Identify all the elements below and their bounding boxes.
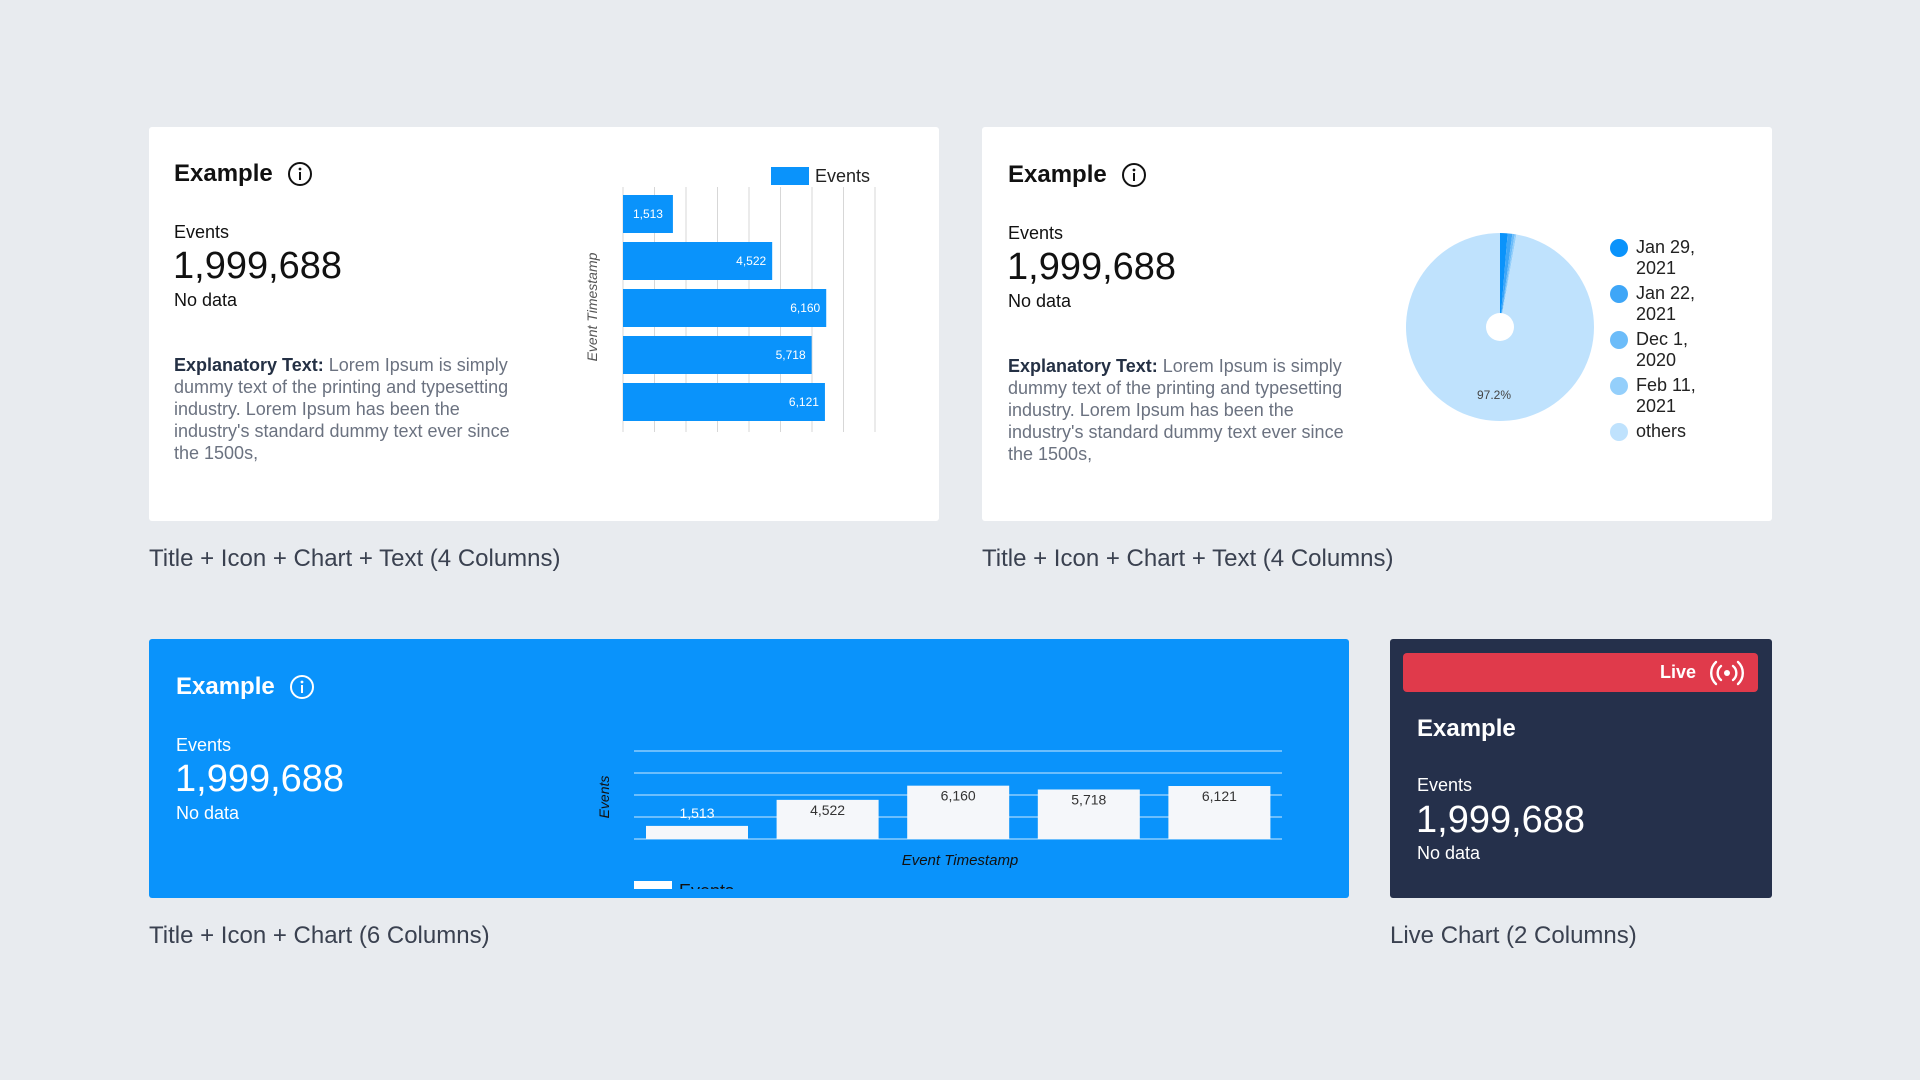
bar-data-label: 1,513 [679, 805, 714, 821]
card-title: Example [176, 673, 275, 700]
horizontal-bar-chart: 1,513 4,522 6,160 5,718 6,121 Event Timestamp… [584, 166, 876, 432]
metric-sub: No data [1008, 291, 1072, 311]
bar [623, 383, 825, 421]
card-title-row: Example [176, 673, 315, 701]
metric-value: 1,999,688 [1007, 246, 1177, 288]
card-pie-chart-text: Example Events 1,999,688 No data Explana… [982, 127, 1772, 521]
card-title: Example [1008, 161, 1107, 188]
legend-item: Dec 1, 2020 [1610, 329, 1710, 371]
metric-value: 1,999,688 [175, 758, 345, 800]
bar-data-label: 6,160 [790, 301, 820, 315]
bar-data-label: 6,121 [1202, 788, 1237, 804]
card-caption: Live Chart (2 Columns) [1390, 922, 1637, 949]
pie-slice [1500, 234, 1517, 327]
legend-dot [1610, 377, 1628, 395]
card-column-chart: Example Events 1,999,688 No data 1,513 4,… [149, 639, 1349, 898]
card-title-row: Example [174, 160, 313, 188]
info-icon[interactable] [289, 674, 315, 700]
metric-label: Events [1008, 223, 1064, 243]
explanatory-text: Explanatory Text: Lorem Ipsum is simply … [1008, 355, 1348, 465]
bar-data-label: 1,513 [633, 207, 663, 221]
card-live: Live Example Events 1,999,688 No data [1390, 639, 1772, 898]
live-label: Live [1659, 662, 1696, 682]
card-caption: Title + Icon + Chart + Text (4 Columns) [982, 545, 1394, 572]
column-chart: 1,513 4,522 6,160 5,718 6,121 Event Timestamp… [596, 750, 1282, 889]
legend-dot [1610, 285, 1628, 303]
explanatory-body: Lorem Ipsum is simply dummy text of the … [1008, 356, 1344, 464]
pie-slice [1500, 233, 1508, 327]
card-title: Example [174, 160, 273, 187]
bar [646, 825, 748, 839]
legend-label: Events [815, 166, 870, 186]
metric-label: Events [176, 735, 232, 755]
broadcast-icon [1710, 660, 1744, 685]
bar [623, 242, 773, 280]
bar [623, 289, 827, 327]
bar [623, 195, 673, 233]
axis-label-x: Event Timestamp [902, 852, 1019, 869]
bar [776, 799, 879, 839]
card-caption: Title + Icon + Chart (6 Columns) [149, 922, 490, 949]
legend-label: Events [679, 881, 734, 889]
explanatory-text: Explanatory Text: Lorem Ipsum is simply … [174, 354, 514, 464]
pie-chart: 97.2% [1406, 233, 1594, 421]
bar [907, 785, 1010, 839]
bar-data-label: 4,522 [810, 802, 845, 818]
legend-item: Jan 29, 2021 [1610, 237, 1710, 279]
bar-data-label: 6,160 [941, 788, 976, 804]
live-banner: Live [1403, 653, 1758, 692]
metric-sub: No data [174, 290, 238, 310]
bar [623, 336, 812, 374]
legend-label: others [1636, 421, 1687, 441]
legend-item: Jan 22, 2021 [1610, 283, 1710, 325]
metric-value: 1,999,688 [1416, 799, 1586, 841]
pie-slice [1500, 233, 1513, 327]
card-title-row: Example [1008, 161, 1147, 189]
card-caption: Title + Icon + Chart + Text (4 Columns) [149, 545, 561, 572]
card-bar-chart-text: Example Events 1,999,688 No data Explana… [149, 127, 939, 521]
bar-data-label: 5,718 [776, 348, 806, 362]
explanatory-label: Explanatory Text: [174, 355, 324, 375]
legend-item: others [1610, 421, 1710, 442]
card-title: Example [1417, 715, 1516, 742]
metric-value: 1,999,688 [173, 245, 343, 287]
axis-label-y: Event Timestamp [584, 252, 600, 361]
explanatory-body: Lorem Ipsum is simply dummy text of the … [174, 355, 510, 463]
pie-slice-label: 97.2% [1477, 388, 1511, 402]
info-icon[interactable] [1121, 162, 1147, 188]
legend-item: Feb 11, 2021 [1610, 375, 1710, 417]
legend-swatch [634, 881, 672, 889]
pie-slice [1500, 233, 1515, 327]
info-icon[interactable] [287, 161, 313, 187]
explanatory-label: Explanatory Text: [1008, 356, 1158, 376]
legend-label: Dec 1, 2020 [1636, 329, 1689, 370]
legend-label: Feb 11, 2021 [1636, 375, 1696, 416]
pie-center [1486, 313, 1514, 341]
legend-dot [1610, 331, 1628, 349]
legend-swatch [771, 167, 809, 185]
bar-data-label: 4,522 [736, 254, 766, 268]
legend-dot [1610, 239, 1628, 257]
bar-data-label: 5,718 [1071, 791, 1106, 807]
pie-legend: Jan 29, 2021 Jan 22, 2021 Dec 1, 2020 Feb 1… [1610, 237, 1710, 446]
legend-dot [1610, 423, 1628, 441]
metric-label: Events [1417, 775, 1473, 795]
legend-label: Jan 29, 2021 [1636, 237, 1696, 278]
metric-label: Events [174, 222, 230, 242]
metric-sub: No data [176, 803, 240, 823]
axis-label-y: Events [596, 776, 612, 819]
bar [1037, 789, 1140, 839]
bar-data-label: 6,121 [789, 395, 819, 409]
legend-label: Jan 22, 2021 [1636, 283, 1696, 324]
metric-sub: No data [1417, 843, 1481, 863]
bar [1168, 786, 1271, 839]
